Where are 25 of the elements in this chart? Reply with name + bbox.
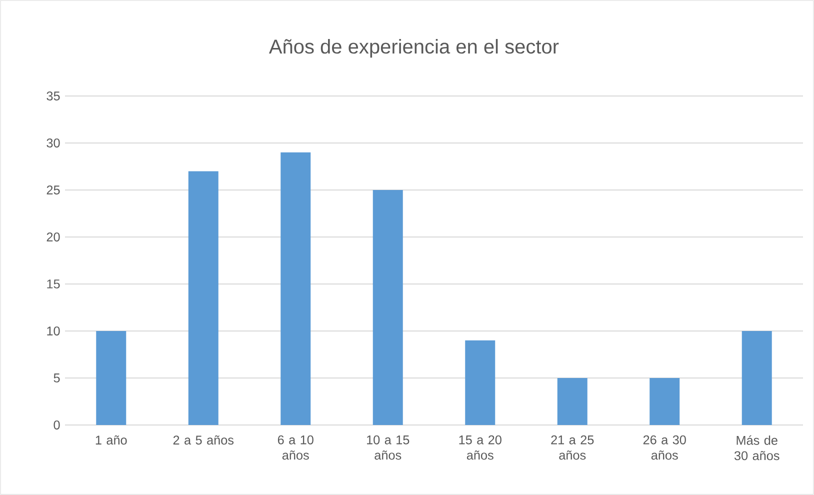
bar [557, 378, 588, 425]
x-tick-label: 10 a 15 años [367, 435, 410, 460]
bar [372, 190, 403, 425]
x-tick-label: Más de 30 años [734, 435, 780, 460]
bar [188, 171, 218, 425]
y-tick-label: 25 [46, 186, 60, 194]
y-tick-label: 10 [47, 326, 60, 336]
y-tick-label: 0 [54, 420, 60, 430]
x-tick-label: 15 a 20 años [459, 435, 502, 460]
x-tick-label: 6 a 10 años [278, 435, 314, 460]
y-tick-label: 35 [46, 92, 60, 100]
bar [96, 330, 126, 425]
y-tick-label: 20 [46, 232, 60, 242]
bar [742, 330, 772, 425]
y-tick-label: 15 [47, 280, 60, 288]
bar [650, 378, 680, 425]
x-tick-label: 21 a 25 años [551, 435, 594, 460]
x-tick-label: 26 a 30 años [643, 435, 686, 460]
bar [465, 340, 496, 425]
y-tick-label: 30 [46, 138, 60, 148]
y-tick-label: 5 [54, 374, 60, 382]
x-tick-label: 2 a 5 años [173, 435, 234, 445]
chart-title: Años de experiencia en el sector [268, 39, 559, 58]
bar [280, 152, 311, 425]
x-tick-label: 1 año [96, 435, 127, 445]
